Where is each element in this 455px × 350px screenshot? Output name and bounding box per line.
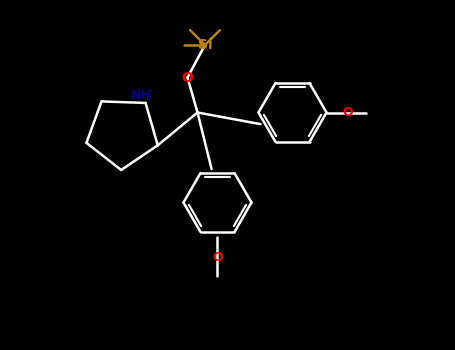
Text: O: O	[342, 106, 353, 119]
Text: Si: Si	[197, 38, 212, 52]
Text: O: O	[212, 251, 223, 264]
Text: O: O	[182, 70, 193, 84]
Text: NH: NH	[131, 89, 152, 102]
